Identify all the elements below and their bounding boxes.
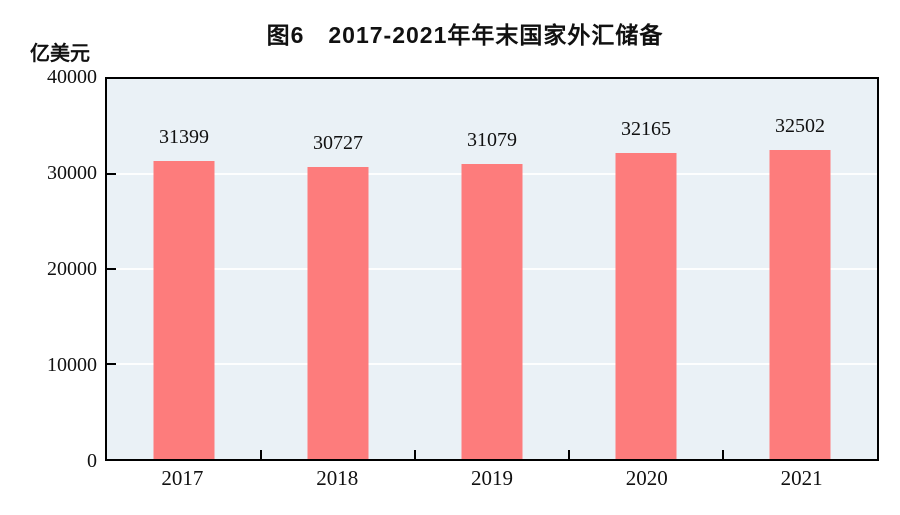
x-axis-label: 2019 — [471, 466, 513, 490]
bars-container: 31399 30727 31079 32165 32502 — [107, 79, 877, 459]
bar — [307, 167, 369, 459]
x-tick-mark — [568, 450, 570, 459]
bar — [615, 153, 677, 459]
y-tick-mark — [107, 173, 116, 175]
y-tick-label: 10000 — [47, 354, 97, 376]
y-tick-label: 30000 — [47, 162, 97, 184]
x-axis-label: 2017 — [161, 466, 204, 490]
y-tick-label: 40000 — [47, 66, 97, 88]
plot-area: 31399 30727 31079 32165 32502 — [105, 77, 879, 461]
bar-group: 31399 — [153, 79, 215, 459]
chart-title: 图6 2017-2021年年末国家外汇储备 — [266, 22, 664, 48]
y-axis-tick-labels: 40000 30000 20000 10000 0 — [0, 0, 97, 515]
bar-group: 30727 — [307, 79, 369, 459]
bar-value-label: 30727 — [313, 132, 363, 155]
bar — [461, 163, 523, 459]
y-tick-label: 0 — [87, 450, 97, 472]
bar — [769, 150, 831, 459]
x-axis-label: 2021 — [780, 466, 823, 490]
x-axis-label: 2018 — [316, 466, 359, 490]
bar-value-label: 31079 — [467, 128, 517, 151]
x-tick-mark — [414, 450, 416, 459]
y-tick-mark — [107, 268, 116, 270]
y-axis-unit-label: 亿美元 — [30, 43, 90, 65]
bar-group: 32502 — [769, 79, 831, 459]
y-tick-label: 20000 — [47, 258, 97, 280]
bar-value-label: 32502 — [775, 115, 825, 138]
bar-value-label: 32165 — [621, 118, 671, 141]
x-tick-mark — [722, 450, 724, 459]
bar-group: 31079 — [461, 79, 523, 459]
x-axis-labels: 2017 2018 2019 2020 2021 — [105, 466, 879, 494]
bar-value-label: 31399 — [159, 125, 209, 148]
x-tick-mark — [260, 450, 262, 459]
bar — [153, 160, 215, 459]
bar-group: 32165 — [615, 79, 677, 459]
y-tick-mark — [107, 363, 116, 365]
x-axis-label: 2020 — [625, 466, 668, 490]
